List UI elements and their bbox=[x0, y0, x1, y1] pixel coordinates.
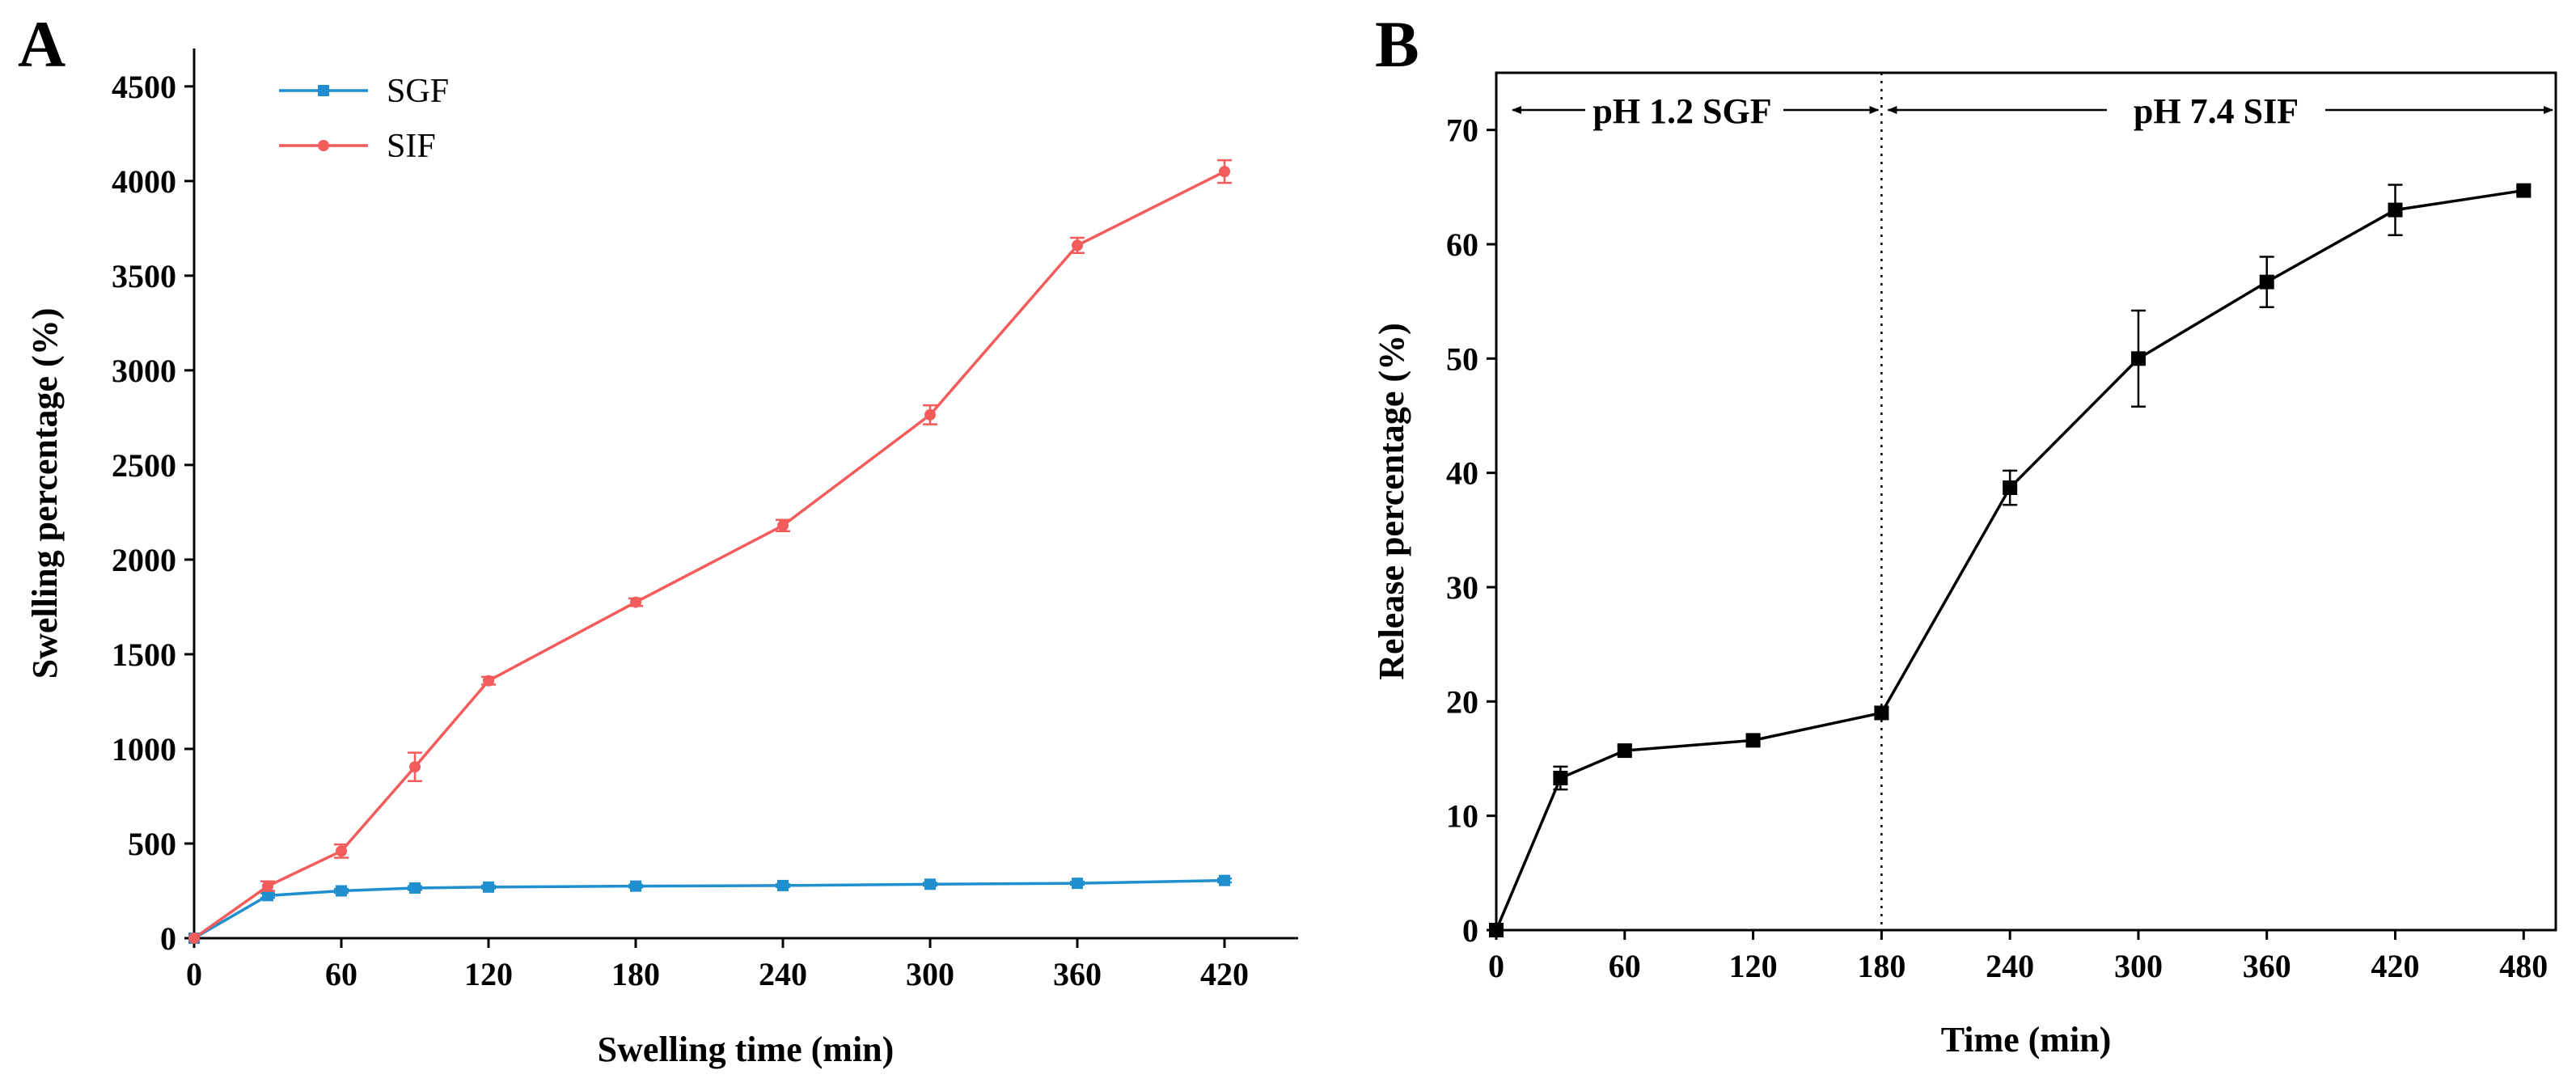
x-tick-label: 240 bbox=[1986, 948, 2034, 984]
data-point-sif bbox=[336, 845, 347, 857]
x-tick-label: 120 bbox=[464, 956, 513, 992]
plot-frame bbox=[1495, 71, 2557, 932]
y-tick-label: 70 bbox=[1446, 112, 1478, 149]
y-tick-label: 30 bbox=[1446, 569, 1478, 606]
y-tick-label: 2500 bbox=[112, 447, 176, 484]
x-tick-label: 240 bbox=[759, 956, 807, 992]
y-tick-label: 10 bbox=[1446, 798, 1478, 835]
data-point-sif bbox=[630, 596, 641, 608]
data-point-release bbox=[2003, 480, 2018, 496]
panel-a: A 0 60 120 180 240 300 360 420 0 500 1000 1500 2000 2… bbox=[18, 7, 1298, 1069]
y-tick-label: 1500 bbox=[112, 637, 176, 673]
data-point-sgf bbox=[262, 890, 273, 902]
x-tick-label: 360 bbox=[1053, 956, 1102, 992]
y-tick-label: 0 bbox=[160, 920, 176, 957]
data-point-sgf bbox=[409, 882, 421, 894]
series-line-sif bbox=[192, 170, 1225, 940]
data-point-sif bbox=[1072, 239, 1083, 252]
data-point-release bbox=[1745, 733, 1761, 748]
x-axis-title: Time (min) bbox=[1941, 1020, 2112, 1060]
data-point-sgf bbox=[1072, 878, 1083, 890]
y-axis-title: Swelling percentage (%) bbox=[25, 308, 65, 679]
x-tick-label: 0 bbox=[1488, 948, 1504, 984]
data-point-sgf bbox=[924, 878, 936, 890]
x-tick-label: 0 bbox=[186, 956, 202, 992]
y-tick-label: 4500 bbox=[112, 69, 176, 105]
x-tick-label: 60 bbox=[1609, 948, 1641, 984]
data-point-release bbox=[2516, 183, 2532, 198]
legend-marker-sif bbox=[318, 140, 329, 151]
data-point-sif bbox=[1219, 166, 1230, 178]
x-tick-label: 60 bbox=[325, 956, 357, 992]
data-point-sgf bbox=[777, 879, 789, 891]
y-tick-label: 3500 bbox=[112, 258, 176, 294]
x-tick-label: 420 bbox=[1200, 956, 1249, 992]
legend: SGF SIF bbox=[279, 73, 449, 165]
x-tick-label: 480 bbox=[2499, 948, 2548, 984]
y-tick-label: 20 bbox=[1446, 683, 1478, 720]
data-point-release bbox=[2259, 274, 2274, 290]
x-tick-label: 300 bbox=[906, 956, 954, 992]
x-tick-label: 120 bbox=[1729, 948, 1778, 984]
series-line-release bbox=[1495, 188, 2524, 931]
y-tick-label: 1000 bbox=[112, 731, 176, 768]
data-point-sgf bbox=[630, 880, 641, 892]
y-tick-label: 60 bbox=[1446, 226, 1478, 263]
x-axis-title: Swelling time (min) bbox=[598, 1030, 895, 1069]
data-point-sgf bbox=[1219, 874, 1230, 886]
data-point-sif bbox=[483, 675, 494, 687]
panel-letter-b: B bbox=[1375, 7, 1419, 81]
x-tick-label: 360 bbox=[2243, 948, 2291, 984]
data-point-release bbox=[2130, 351, 2146, 366]
data-point-release bbox=[1553, 771, 1568, 786]
data-point-sif bbox=[262, 880, 273, 892]
data-point-sif bbox=[777, 519, 789, 531]
data-point-sif bbox=[924, 408, 936, 421]
x-tick-label: 300 bbox=[2114, 948, 2163, 984]
data-point-sgf bbox=[483, 881, 494, 893]
legend-label-sgf: SGF bbox=[387, 73, 449, 110]
phase-label-sif: pH 7.4 SIF bbox=[2134, 91, 2299, 131]
y-tick-label: 2000 bbox=[112, 542, 176, 578]
x-tick-label: 180 bbox=[611, 956, 660, 992]
y-tick-label: 500 bbox=[128, 826, 176, 862]
phase-label-sgf: pH 1.2 SGF bbox=[1593, 91, 1771, 131]
y-axis-title: Release percentage (%) bbox=[1372, 323, 1411, 679]
y-tick-label: 3000 bbox=[112, 353, 176, 389]
y-tick-label: 0 bbox=[1462, 912, 1478, 949]
x-tick-label: 420 bbox=[2371, 948, 2420, 984]
x-tick-label: 180 bbox=[1857, 948, 1906, 984]
data-point-sif bbox=[188, 933, 200, 944]
legend-label-sif: SIF bbox=[387, 128, 436, 165]
data-point-release bbox=[1489, 923, 1504, 937]
phase-annotations: pH 1.2 SGF pH 7.4 SIF bbox=[1512, 73, 2553, 930]
y-tick-label: 50 bbox=[1446, 340, 1478, 377]
series-line-sgf bbox=[193, 878, 1225, 940]
y-tick-label: 40 bbox=[1446, 455, 1478, 492]
data-point-sif bbox=[409, 761, 421, 773]
y-tick-label: 4000 bbox=[112, 163, 176, 200]
legend-marker-sgf bbox=[318, 85, 329, 96]
panel-b: B 0 60 120 180 240 300 360 420 480 0 10 20 30 40 50 60 7… bbox=[1372, 7, 2557, 1060]
data-point-release bbox=[1617, 743, 1632, 759]
data-point-release bbox=[2388, 202, 2403, 218]
data-point-sgf bbox=[336, 885, 347, 897]
panel-letter-a: A bbox=[18, 7, 66, 81]
